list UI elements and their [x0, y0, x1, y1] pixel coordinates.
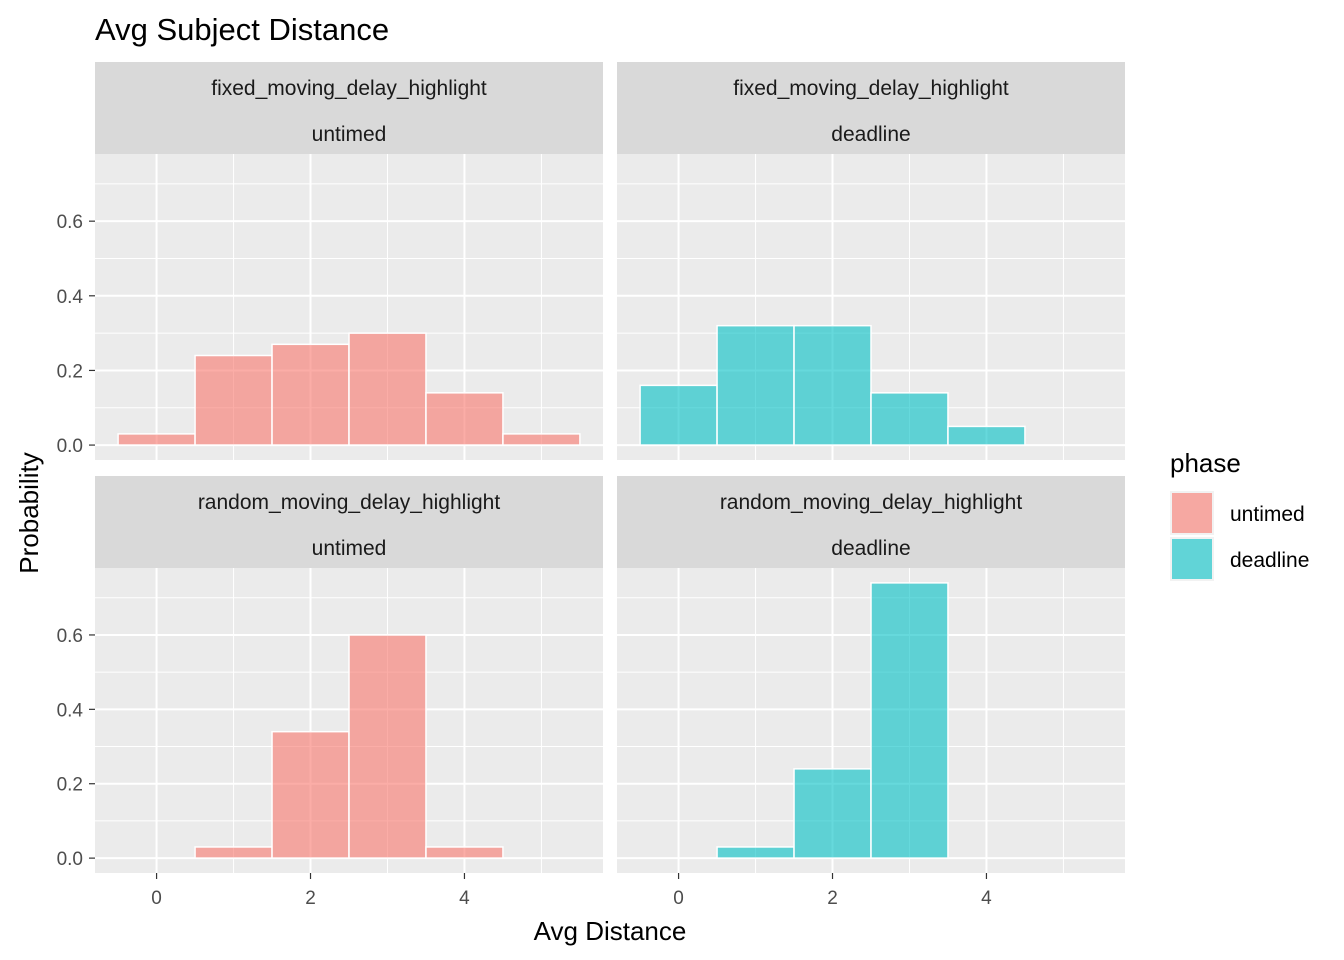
- histogram-bar: [194, 354, 273, 446]
- histogram-bar: [716, 324, 795, 446]
- facet-strip-label: fixed_moving_delay_highlight: [211, 77, 487, 100]
- histogram-bar: [793, 324, 872, 446]
- legend-entry-label: deadline: [1230, 549, 1309, 572]
- legend: phase untimed deadline: [1170, 448, 1309, 581]
- facet-strip: [95, 62, 603, 154]
- legend-entry-label: untimed: [1230, 503, 1305, 526]
- facet-strip-label: random_moving_delay_highlight: [720, 491, 1023, 514]
- legend-title: phase: [1170, 448, 1241, 478]
- facet-strip-label: deadline: [831, 537, 910, 560]
- facet-strip-label: untimed: [312, 123, 387, 146]
- histogram-bar: [793, 768, 872, 859]
- y-tick-label: 0.0: [57, 436, 83, 457]
- facet-strip-label: untimed: [312, 537, 387, 560]
- histogram-bar: [425, 846, 504, 859]
- facet-strip-label: fixed_moving_delay_highlight: [733, 77, 1009, 100]
- facet-panel: fixed_moving_delay_highlight deadline: [617, 62, 1125, 460]
- histogram-bar: [716, 846, 795, 859]
- y-axis-title: Probability: [14, 452, 44, 573]
- x-tick-label: 0: [151, 888, 162, 909]
- y-tick-label: 0.6: [57, 626, 83, 647]
- histogram-bar: [194, 846, 273, 859]
- x-tick-label: 4: [459, 888, 470, 909]
- y-tick-label: 0.2: [57, 775, 83, 796]
- histogram-bar: [639, 384, 718, 446]
- x-tick-label: 2: [305, 888, 316, 909]
- y-tick-label: 0.0: [57, 849, 83, 870]
- y-tick-label: 0.4: [57, 287, 84, 308]
- x-tick-label: 4: [981, 888, 992, 909]
- y-tick-label: 0.2: [57, 361, 83, 382]
- x-axis-title: Avg Distance: [534, 916, 687, 946]
- chart-title: Avg Subject Distance: [95, 12, 389, 47]
- y-tick-label: 0.6: [57, 212, 83, 233]
- facet-strip: [617, 62, 1125, 154]
- facet-strip: [617, 476, 1125, 568]
- histogram-bar: [947, 425, 1026, 446]
- histogram-bar: [348, 332, 427, 446]
- legend-key-swatch: [1172, 539, 1212, 579]
- histogram-bar: [870, 582, 949, 859]
- facet-strip-label: random_moving_delay_highlight: [198, 491, 501, 514]
- facet-strip: [95, 476, 603, 568]
- y-tick-label: 0.4: [57, 700, 84, 721]
- legend-key-swatch: [1172, 493, 1212, 533]
- facet-panel: random_moving_delay_highlight deadline 0 2 4: [617, 476, 1125, 909]
- x-tick-label: 0: [673, 888, 684, 909]
- facet-strip-label: deadline: [831, 123, 910, 146]
- histogram-bar: [117, 433, 196, 446]
- histogram-bar: [348, 634, 427, 859]
- x-tick-label: 2: [827, 888, 838, 909]
- histogram-bar: [271, 730, 350, 859]
- histogram-bar: [502, 433, 581, 446]
- histogram-bar: [870, 392, 949, 446]
- histogram-bar: [425, 392, 504, 446]
- histogram-bar: [271, 343, 350, 446]
